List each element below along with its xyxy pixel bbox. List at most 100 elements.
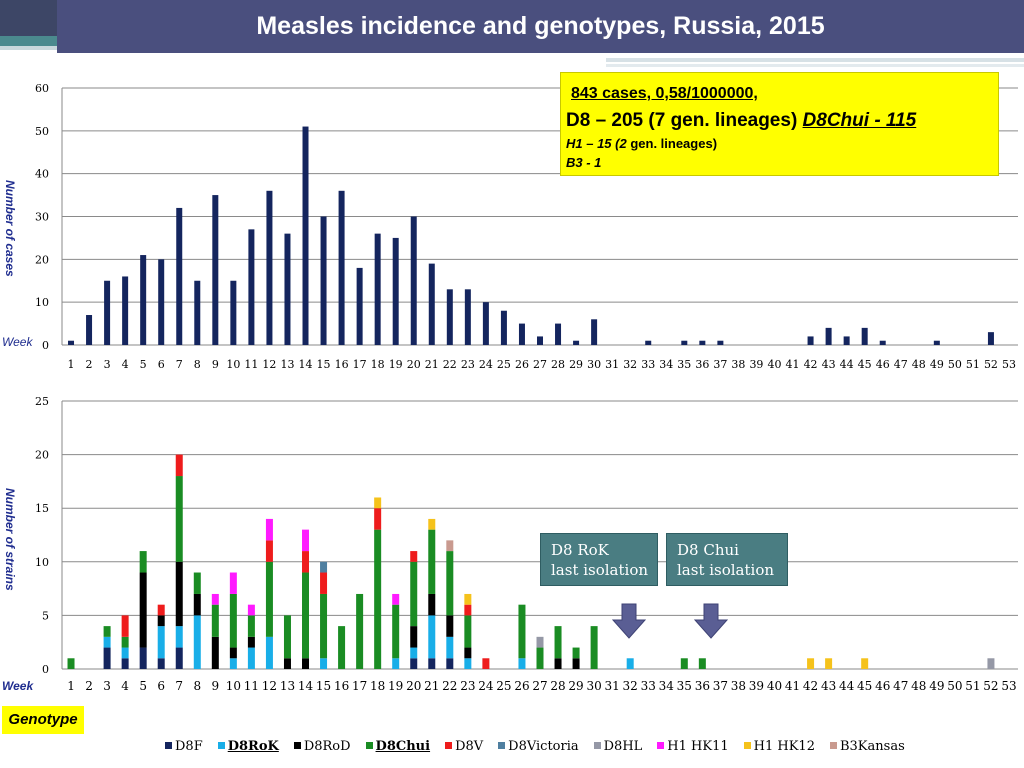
top-x-tick-label: 31	[605, 358, 619, 371]
bottom-bar-segment	[446, 658, 454, 669]
summary-d8: D8 – 205 (7 gen. lineages) D8Chui - 115	[566, 110, 916, 132]
top-bar	[464, 289, 471, 345]
bottom-x-tick-label: 46	[875, 679, 890, 693]
top-x-tick-label: 41	[786, 358, 800, 371]
legend-swatch	[165, 742, 172, 749]
top-bar	[302, 126, 309, 345]
legend-item: D8RoK	[217, 739, 279, 754]
legend-swatch	[743, 742, 751, 749]
top-y-tick-label: 50	[35, 125, 49, 138]
bottom-bar-segment	[121, 658, 129, 669]
bottom-x-tick-label: 34	[659, 679, 675, 693]
bottom-x-tick-label: 16	[334, 679, 349, 693]
top-x-tick-label: 2	[86, 358, 93, 371]
chart-legend: D8F D8RoK D8RoD D8Chui D8V D8Victoria D8HL H1 H…	[165, 739, 920, 754]
summary-total: 843 cases, 0,58/1000000,	[571, 85, 758, 102]
top-x-tick-label: 17	[353, 358, 367, 371]
top-x-tick-label: 39	[749, 358, 763, 371]
top-bar	[591, 319, 598, 345]
bottom-x-tick-label: 25	[496, 679, 511, 693]
top-bar	[320, 216, 327, 345]
bottom-x-tick-label: 17	[352, 679, 367, 693]
bottom-bar-segment	[464, 604, 472, 616]
bottom-bar-segment	[446, 551, 454, 616]
bottom-bar-segment	[193, 572, 201, 594]
legend-item: H1 HK12	[743, 739, 815, 754]
top-y-tick-label: 40	[35, 168, 49, 181]
bottom-bar-segment	[320, 561, 328, 573]
bottom-x-tick-label: 52	[983, 679, 998, 693]
top-x-tick-label: 30	[587, 358, 601, 371]
legend-item: D8RoD	[293, 739, 351, 754]
top-week-label: Week	[2, 335, 33, 349]
callout-rok-line1: D8 RoK	[551, 541, 609, 559]
top-bar	[537, 336, 543, 345]
top-x-tick-label: 11	[244, 358, 258, 371]
underline-decoration-1	[606, 58, 1024, 62]
bottom-bar-segment	[464, 647, 472, 659]
top-y-tick-label: 20	[35, 253, 49, 266]
bottom-x-tick-label: 28	[550, 679, 565, 693]
summary-h1: H1 – 15 (2 gen. lineages)	[566, 136, 717, 151]
top-bar	[987, 332, 994, 345]
bottom-bar-segment	[265, 518, 273, 541]
bottom-bar-segment	[302, 658, 310, 669]
top-x-tick-label: 26	[515, 358, 529, 371]
bottom-bar-segment	[410, 551, 418, 562]
top-x-tick-label: 1	[68, 358, 75, 371]
bottom-x-tick-label: 19	[388, 679, 403, 693]
underline-decoration-2	[606, 64, 1024, 67]
bottom-x-tick-label: 15	[316, 679, 331, 693]
arrow-down-icon	[611, 603, 647, 639]
bottom-bar-segment	[67, 658, 75, 669]
bottom-bar-segment	[175, 647, 183, 669]
bottom-bar-segment	[302, 529, 310, 552]
bottom-bar-segment	[338, 626, 346, 669]
bottom-x-tick-label: 8	[193, 679, 201, 693]
legend-label: D8Victoria	[508, 739, 579, 754]
bottom-bar-segment	[446, 615, 454, 637]
top-x-tick-label: 53	[1002, 358, 1016, 371]
top-x-tick-label: 51	[966, 358, 980, 371]
legend-label: B3Kansas	[839, 739, 905, 754]
bottom-x-tick-label: 35	[677, 679, 692, 693]
bottom-x-tick-label: 13	[280, 679, 295, 693]
bottom-x-tick-label: 29	[568, 679, 583, 693]
top-y-tick-label: 60	[35, 82, 49, 95]
top-x-tick-label: 46	[876, 358, 890, 371]
bottom-bar-segment	[247, 636, 255, 648]
top-bar	[825, 327, 832, 345]
top-x-tick-label: 8	[194, 358, 201, 371]
bottom-bar-segment	[428, 658, 436, 669]
bottom-bar-segment	[121, 615, 129, 637]
top-bar	[356, 267, 363, 345]
bottom-x-tick-label: 41	[785, 679, 800, 693]
bottom-x-tick-label: 11	[244, 679, 259, 693]
top-bar	[284, 233, 291, 345]
bottom-bar-segment	[211, 604, 219, 637]
top-y-tick-label: 10	[35, 296, 49, 309]
bottom-bar-segment	[302, 572, 310, 659]
callout-chui-line2: last isolation	[677, 561, 775, 579]
legend-item: D8HL	[593, 739, 642, 754]
bottom-x-tick-label: 32	[623, 679, 638, 693]
top-bar	[518, 323, 525, 345]
top-y-tick-label: 30	[35, 211, 49, 224]
bottom-bar-segment	[229, 572, 237, 594]
bottom-bar-segment	[103, 626, 111, 637]
top-x-tick-label: 35	[677, 358, 691, 371]
bottom-bar-segment	[554, 626, 562, 659]
top-x-tick-label: 4	[122, 358, 129, 371]
bottom-x-tick-label: 22	[442, 679, 457, 693]
summary-h1-suffix: gen. lineages)	[630, 136, 718, 151]
bottom-bar-segment	[247, 647, 255, 669]
bottom-x-tick-label: 43	[821, 679, 836, 693]
bottom-bar-segment	[482, 658, 490, 669]
bottom-bar-segment	[175, 454, 183, 477]
top-bar	[248, 229, 255, 345]
bottom-y-tick-label: 5	[42, 609, 49, 622]
bottom-x-tick-label: 3	[103, 679, 111, 693]
legend-swatch	[217, 742, 225, 749]
bottom-bar-segment	[572, 647, 580, 659]
top-x-tick-label: 19	[389, 358, 403, 371]
